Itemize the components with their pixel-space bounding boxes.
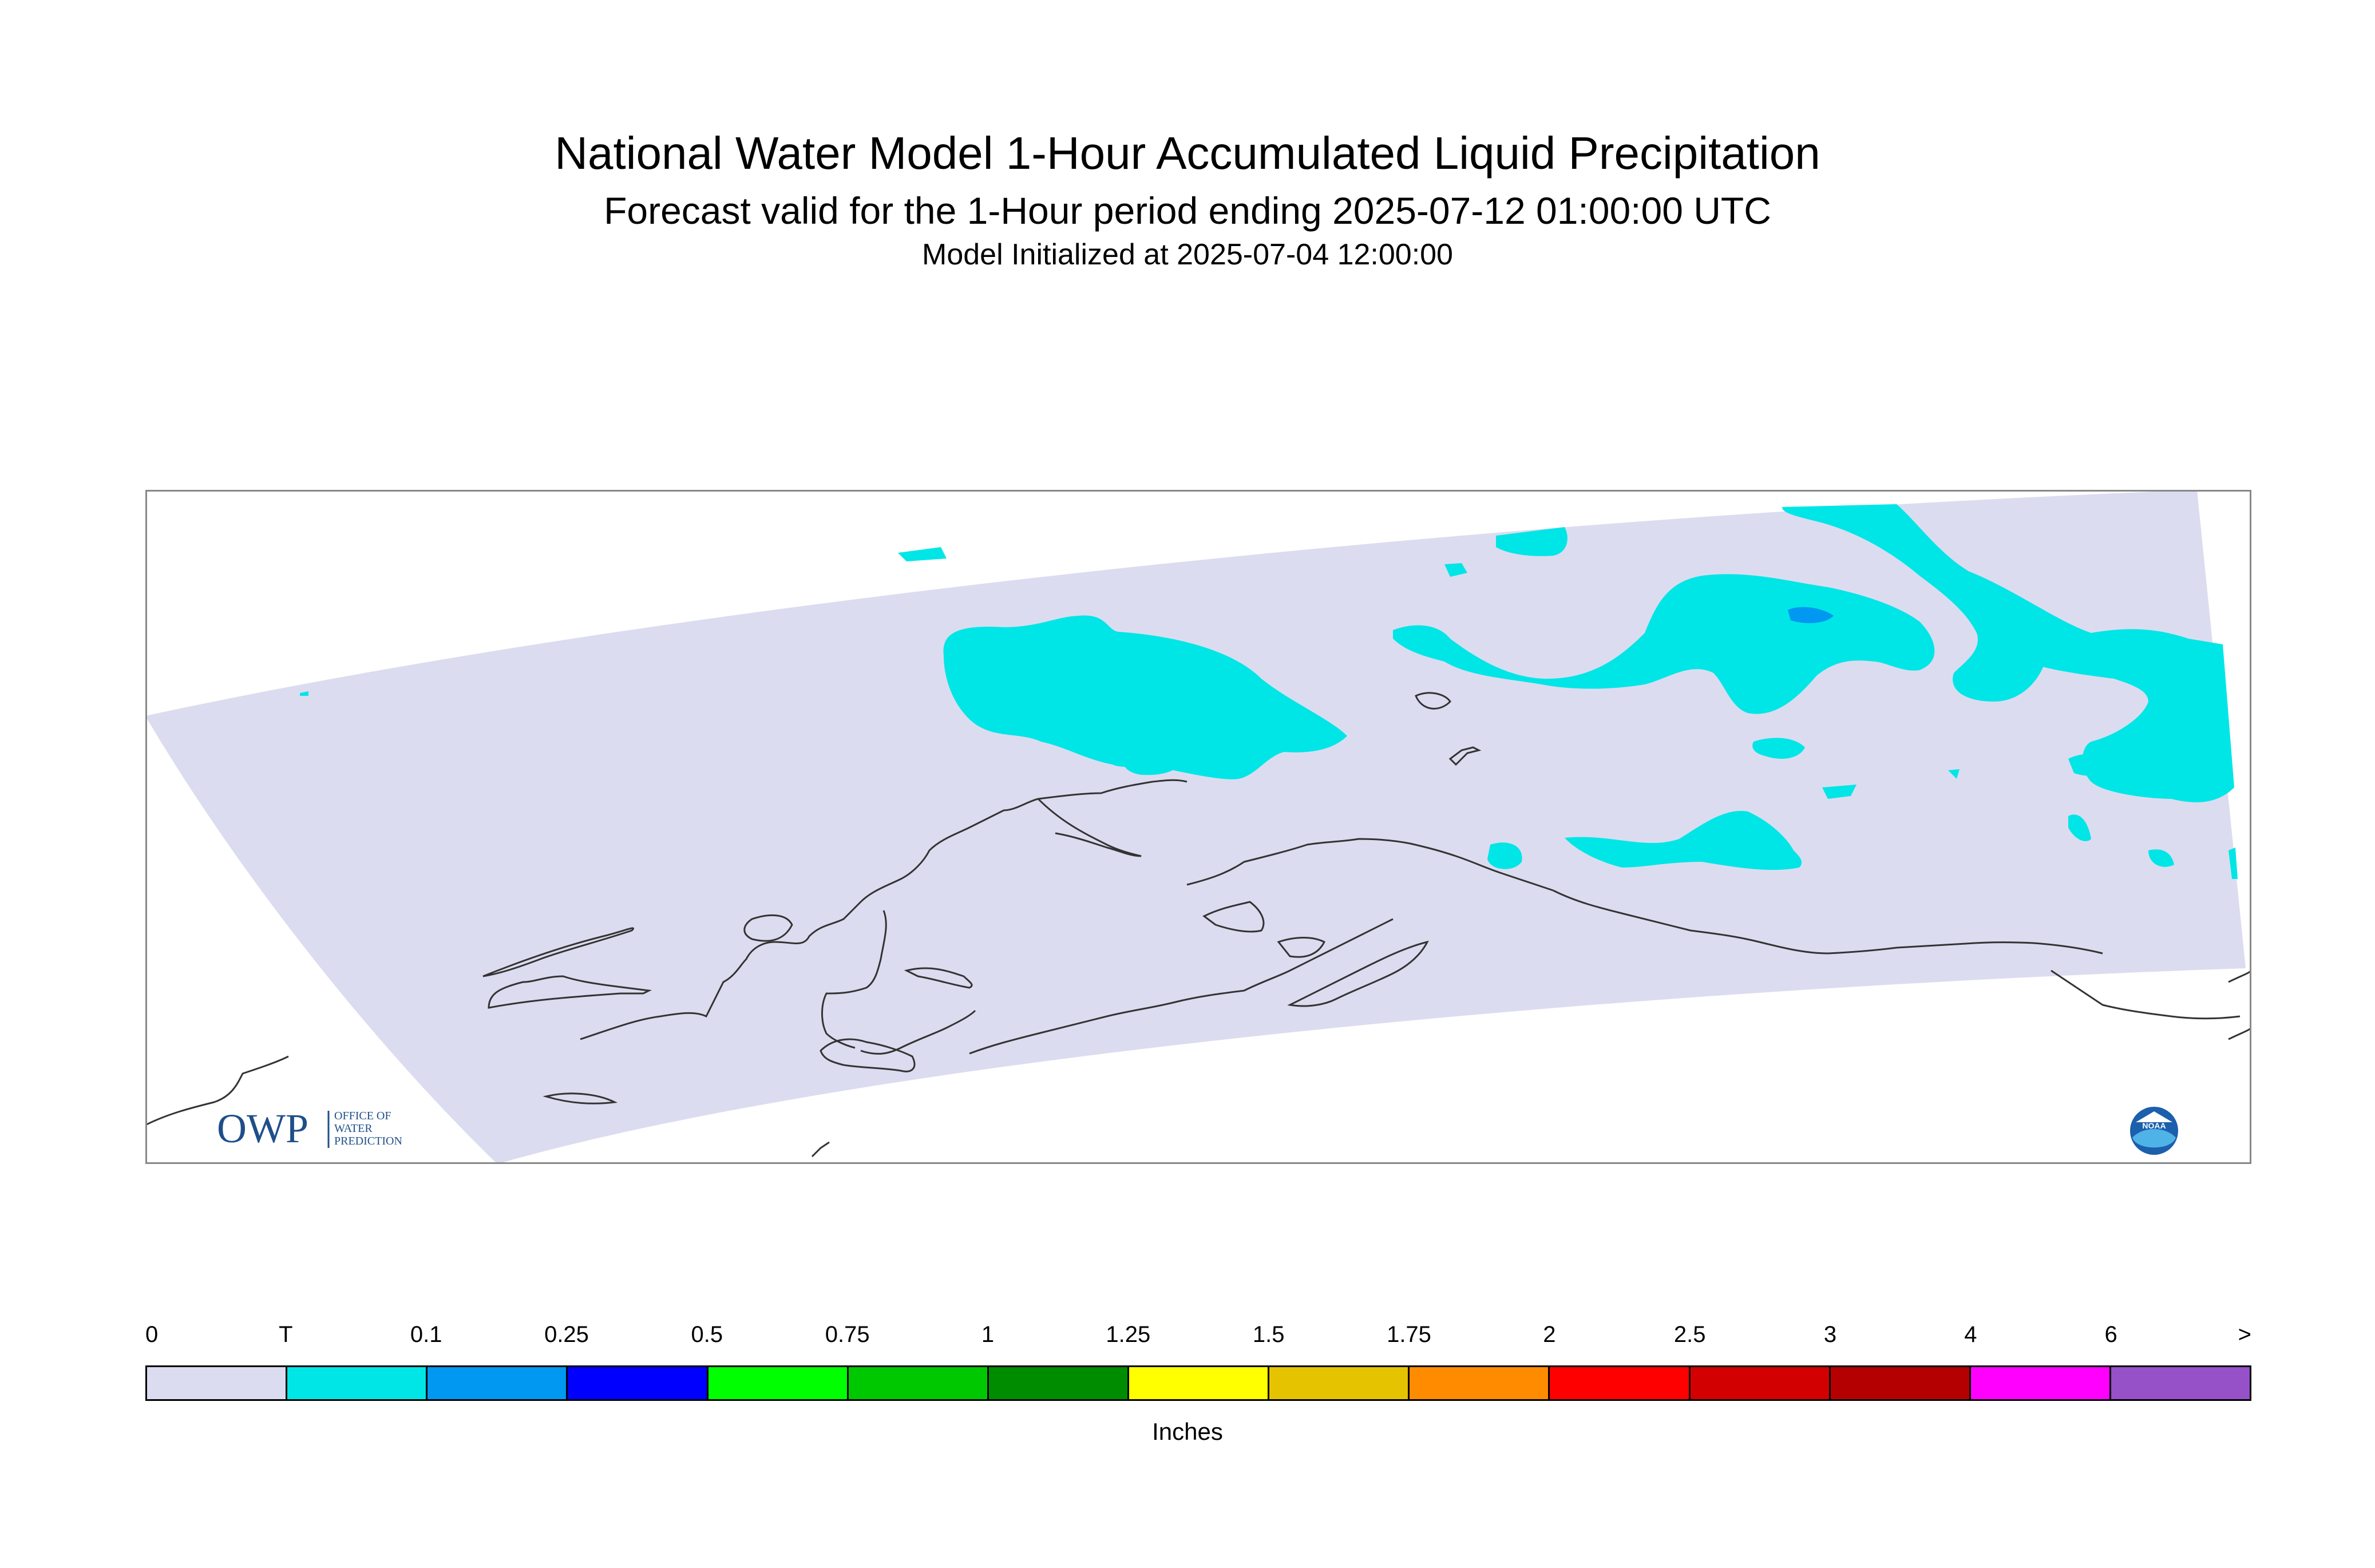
- legend-swatch-13: [1970, 1367, 2111, 1399]
- coastline: [811, 1141, 830, 1158]
- precip-area: [1444, 563, 1467, 577]
- legend-tick-label: 6: [2104, 1322, 2117, 1347]
- legend-tick-label: 1.75: [1387, 1322, 1431, 1347]
- precip-area: [1822, 785, 1857, 799]
- coastline: [860, 1009, 976, 1055]
- precipitation-map: OWP OFFICE OF WATER PREDICTION NOAA: [145, 490, 2251, 1164]
- precip-area: [1782, 504, 2049, 702]
- precip-area: [1487, 842, 1522, 869]
- legend-swatch-10: [1550, 1367, 1691, 1399]
- legend-swatch-11: [1690, 1367, 1831, 1399]
- owp-logo-text-3: PREDICTION: [334, 1135, 402, 1147]
- legend-swatch-12: [1830, 1367, 1971, 1399]
- legend-tick-label: 0.5: [691, 1322, 723, 1347]
- legend-tick-label: 0.1: [410, 1322, 442, 1347]
- owp-logo-text-2: WATER: [334, 1122, 373, 1135]
- legend-tick-label: 4: [1964, 1322, 1977, 1347]
- legend-tick-label: >: [2238, 1322, 2251, 1347]
- precip-area: [1948, 769, 1960, 779]
- legend-color-bar: [145, 1365, 2251, 1401]
- coastline: [904, 967, 973, 989]
- coastline: [1287, 940, 1429, 1007]
- legend-units: Inches: [1152, 1418, 1223, 1445]
- coastline: [488, 975, 652, 1009]
- coastlines: [145, 692, 2251, 1158]
- precip-area: [300, 691, 308, 696]
- coastline: [1553, 889, 2103, 955]
- coastline: [1186, 838, 1554, 892]
- coastline: [743, 914, 793, 942]
- legend-swatch-9: [1410, 1367, 1550, 1399]
- coastline: [2051, 969, 2241, 1020]
- precip-area: [2148, 849, 2174, 867]
- legend-tick-label: 1: [981, 1322, 995, 1347]
- legend-swatch-6: [988, 1367, 1129, 1399]
- model-init-text: Model Initialized at 2025-07-04 12:00:00: [922, 238, 1453, 271]
- precip-area-light-blue: [1788, 607, 1834, 623]
- map-frame: [145, 490, 2251, 1164]
- coastline: [1202, 901, 1265, 933]
- noaa-logo-gull: [2136, 1111, 2172, 1122]
- legend-tick-label: 2.5: [1673, 1322, 1706, 1347]
- precip-area: [2068, 754, 2120, 776]
- legend-swatch-4: [708, 1367, 849, 1399]
- legend-tick-label: 3: [1823, 1322, 1837, 1347]
- precip-area: [1965, 570, 2234, 802]
- owp-logo-text-1: OFFICE OF: [334, 1110, 391, 1122]
- noaa-logo-wave: [2132, 1129, 2176, 1148]
- legend-tick-label: 0.25: [544, 1322, 589, 1347]
- precip-area: [1752, 738, 1805, 759]
- legend-swatch-0: [147, 1367, 288, 1399]
- coastline: [821, 910, 887, 1049]
- precip-area: [943, 615, 1347, 779]
- owp-logo: OWP OFFICE OF WATER PREDICTION: [217, 1106, 402, 1151]
- coastline: [969, 918, 1394, 1055]
- legend-swatch-14: [2111, 1367, 2250, 1399]
- precip-area: [2228, 848, 2238, 879]
- noaa-logo-text: NOAA: [2142, 1121, 2166, 1130]
- legend-swatch-2: [428, 1367, 568, 1399]
- color-legend: 0 T 0.1 0.25 0.5 0.75 1 1.25 1.5 1.75 2 2.5 3 4 6 >: [145, 1322, 2251, 1408]
- legend-tick-label: T: [279, 1322, 293, 1347]
- coastline: [145, 1055, 289, 1126]
- map-title: National Water Model 1-Hour Accumulated …: [555, 128, 1820, 179]
- coastline: [1415, 692, 1451, 710]
- legend-swatch-8: [1269, 1367, 1410, 1399]
- coastline: [820, 1038, 916, 1072]
- coastline: [580, 779, 1188, 1040]
- precip-area: [2068, 814, 2091, 841]
- coastline: [543, 1092, 618, 1104]
- legend-swatch-3: [568, 1367, 708, 1399]
- precip-area: [898, 547, 947, 561]
- legend-tick-label: 0: [145, 1322, 159, 1347]
- coastline: [482, 927, 634, 977]
- legend-swatch-5: [848, 1367, 989, 1399]
- legend-tick-label: 1.5: [1252, 1322, 1285, 1347]
- legend-swatch-1: [287, 1367, 428, 1399]
- legend-tick-label: 1.25: [1106, 1322, 1151, 1347]
- legend-tick-label: 2: [1543, 1322, 1556, 1347]
- precip-area: [1565, 810, 1802, 870]
- coastline: [1277, 937, 1326, 958]
- precip-area: [1496, 527, 1568, 556]
- coastline: [1037, 798, 1142, 857]
- legend-swatch-7: [1129, 1367, 1270, 1399]
- owp-logo-mark: OWP: [217, 1106, 308, 1151]
- coastline: [1448, 746, 1482, 766]
- precip-area: [1123, 753, 1181, 775]
- map-subtitle: Forecast valid for the 1-Hour period end…: [604, 189, 1771, 232]
- noaa-logo: NOAA: [2130, 1107, 2178, 1155]
- legend-tick-label: 0.75: [825, 1322, 870, 1347]
